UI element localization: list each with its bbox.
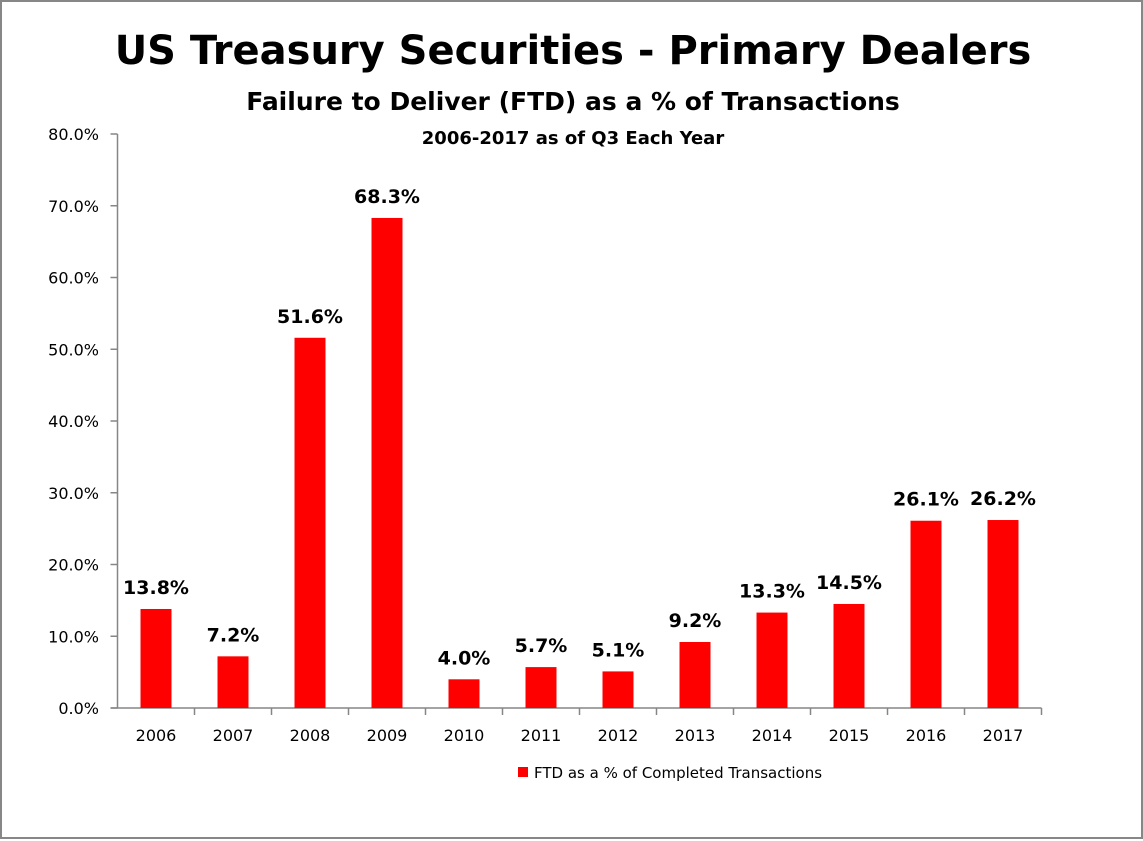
chart-subtitle-2: 2006-2017 as of Q3 Each Year	[422, 128, 725, 149]
y-tick-label: 40.0%	[48, 412, 99, 431]
data-label-2010: 4.0%	[438, 647, 491, 669]
x-tick-label: 2017	[983, 726, 1024, 745]
bar-2012	[602, 671, 634, 708]
y-tick-label: 10.0%	[48, 627, 99, 646]
bar-2007	[217, 656, 249, 708]
x-tick-label: 2011	[521, 726, 562, 745]
x-tick-label: 2007	[213, 726, 254, 745]
y-tick-label: 60.0%	[48, 269, 99, 288]
bar-2006	[140, 608, 172, 708]
data-label-2006: 13.8%	[123, 577, 189, 599]
x-tick-label: 2015	[829, 726, 870, 745]
data-label-2017: 26.2%	[970, 488, 1036, 510]
bar-2013	[679, 641, 711, 708]
bar-2016	[910, 520, 942, 708]
x-tick-label: 2009	[367, 726, 408, 745]
data-label-2007: 7.2%	[207, 624, 260, 646]
bar-2009	[371, 217, 403, 708]
y-tick-label: 70.0%	[48, 197, 99, 216]
chart-subtitle: Failure to Deliver (FTD) as a % of Trans…	[246, 87, 900, 116]
bar-2008	[294, 337, 326, 708]
chart-title: US Treasury Securities - Primary Dealers	[115, 28, 1032, 74]
x-tick-label: 2012	[598, 726, 639, 745]
bar-2010	[448, 679, 480, 708]
x-tick-label: 2008	[290, 726, 331, 745]
legend-swatch	[518, 767, 528, 777]
bar-2017	[987, 520, 1019, 708]
y-tick-label: 80.0%	[48, 125, 99, 144]
legend-label: FTD as a % of Completed Transactions	[534, 764, 822, 782]
data-label-2016: 26.1%	[893, 489, 959, 511]
y-tick-label: 20.0%	[48, 556, 99, 575]
data-label-2008: 51.6%	[277, 306, 343, 328]
data-label-2014: 13.3%	[739, 581, 805, 603]
data-label-2012: 5.1%	[592, 639, 645, 661]
x-tick-label: 2013	[675, 726, 716, 745]
bar-2011	[525, 667, 557, 708]
bar-2015	[833, 603, 865, 708]
x-tick-label: 2016	[906, 726, 947, 745]
data-label-2011: 5.7%	[515, 635, 568, 657]
x-tick-label: 2006	[136, 726, 177, 745]
bar-2014	[756, 612, 788, 708]
y-tick-label: 50.0%	[48, 340, 99, 359]
x-tick-label: 2014	[752, 726, 793, 745]
y-tick-label: 30.0%	[48, 484, 99, 503]
data-label-2013: 9.2%	[669, 610, 722, 632]
x-tick-label: 2010	[444, 726, 485, 745]
y-tick-label: 0.0%	[58, 699, 99, 718]
data-label-2015: 14.5%	[816, 572, 882, 594]
data-label-2009: 68.3%	[354, 186, 420, 208]
